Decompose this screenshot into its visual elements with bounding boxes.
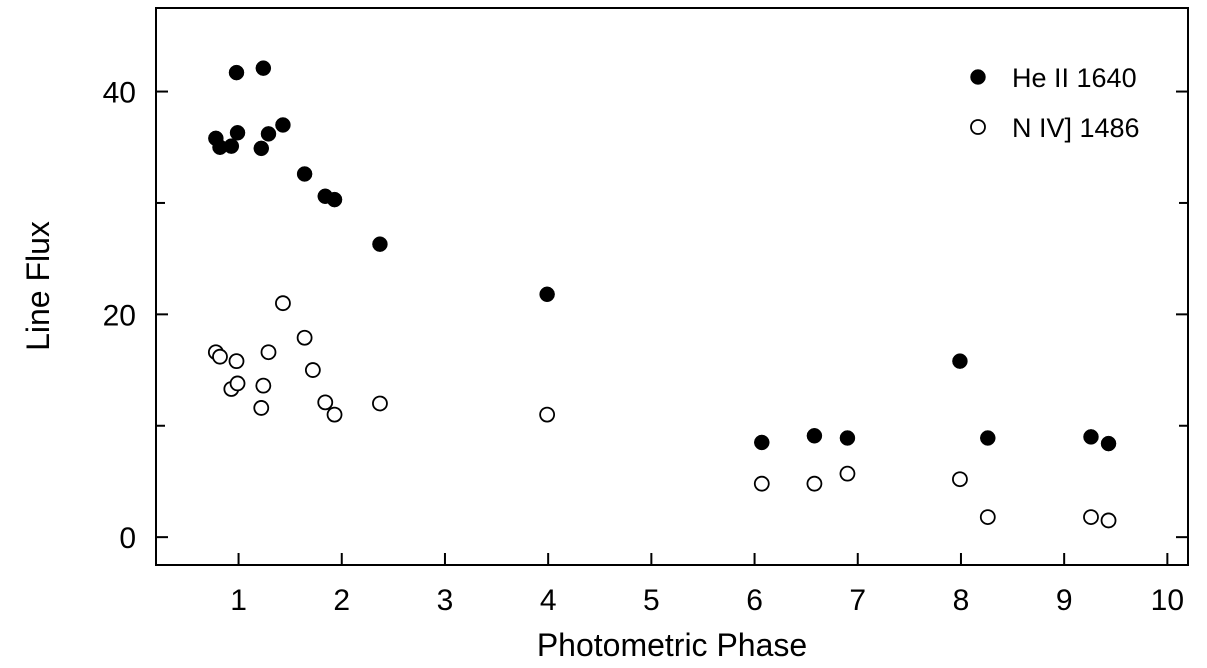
x-tick-label: 3	[437, 584, 454, 617]
he-ii-point	[223, 138, 240, 154]
n-iv-point	[229, 375, 246, 392]
he-ii-point	[326, 191, 343, 208]
x-tick-label: 5	[643, 584, 660, 617]
y-tick-label: 40	[103, 77, 136, 110]
n-iv-point	[1100, 512, 1117, 529]
x-tick-label: 7	[849, 584, 866, 617]
n-iv-point	[753, 475, 770, 492]
n-iv-point	[253, 400, 270, 416]
data-points	[207, 60, 1117, 529]
plot-frame	[155, 7, 1189, 566]
he-ii-point	[228, 64, 245, 81]
n-iv-point	[260, 344, 277, 361]
he-ii-point	[229, 125, 246, 141]
x-axis-label: Photometric Phase	[537, 627, 807, 663]
n-iv-point	[317, 394, 334, 411]
y-tick-label: 20	[103, 299, 136, 332]
legend-marker	[970, 69, 986, 85]
he-ii-point	[980, 430, 996, 446]
he-ii-point	[839, 430, 856, 446]
he-ii-point	[296, 166, 313, 182]
y-tick-label: 0	[119, 522, 136, 555]
x-tick-label: 10	[1151, 584, 1184, 617]
he-ii-point	[1100, 435, 1117, 452]
legend-label: N IV] 1486	[1012, 113, 1140, 143]
legend-marker	[970, 119, 986, 135]
x-tick-label: 1	[230, 584, 247, 617]
x-tick-label: 4	[540, 584, 557, 617]
he-ii-point	[806, 428, 823, 444]
he-ii-point	[372, 236, 388, 252]
n-iv-point	[1083, 509, 1099, 525]
tick-labels: 1 2 3 4 5 6 7 8 9 10 0 20 40	[103, 77, 1184, 617]
n-iv-point	[952, 471, 968, 488]
n-iv-point	[212, 348, 228, 365]
x-tick-label: 8	[953, 584, 970, 617]
n-iv-point	[539, 406, 556, 423]
x-tick-label: 9	[1056, 584, 1073, 617]
n-iv-point	[806, 475, 823, 492]
he-ii-point	[255, 60, 272, 76]
n-iv-point	[372, 395, 388, 412]
n-iv-point	[304, 362, 321, 378]
x-tick-label: 6	[746, 584, 763, 617]
n-iv-point	[326, 406, 343, 423]
he-ii-point	[754, 434, 770, 451]
he-ii-point	[952, 353, 968, 369]
he-ii-point	[275, 117, 291, 133]
he-ii-point	[539, 286, 555, 303]
y-axis-label: Line Flux	[20, 221, 56, 351]
n-iv-point	[275, 295, 291, 312]
legend-label: He II 1640	[1012, 63, 1137, 93]
x-tick-label: 2	[333, 584, 350, 617]
he-ii-point	[260, 126, 277, 142]
he-ii-point	[1083, 429, 1099, 445]
n-iv-point	[255, 377, 272, 394]
n-iv-point	[839, 465, 856, 482]
n-iv-point	[296, 329, 313, 346]
legend: He II 1640 N IV] 1486	[970, 63, 1140, 143]
axis-ticks	[156, 90, 1188, 565]
he-ii-point	[253, 140, 270, 157]
n-iv-point	[979, 509, 996, 525]
n-iv-point	[228, 353, 245, 370]
